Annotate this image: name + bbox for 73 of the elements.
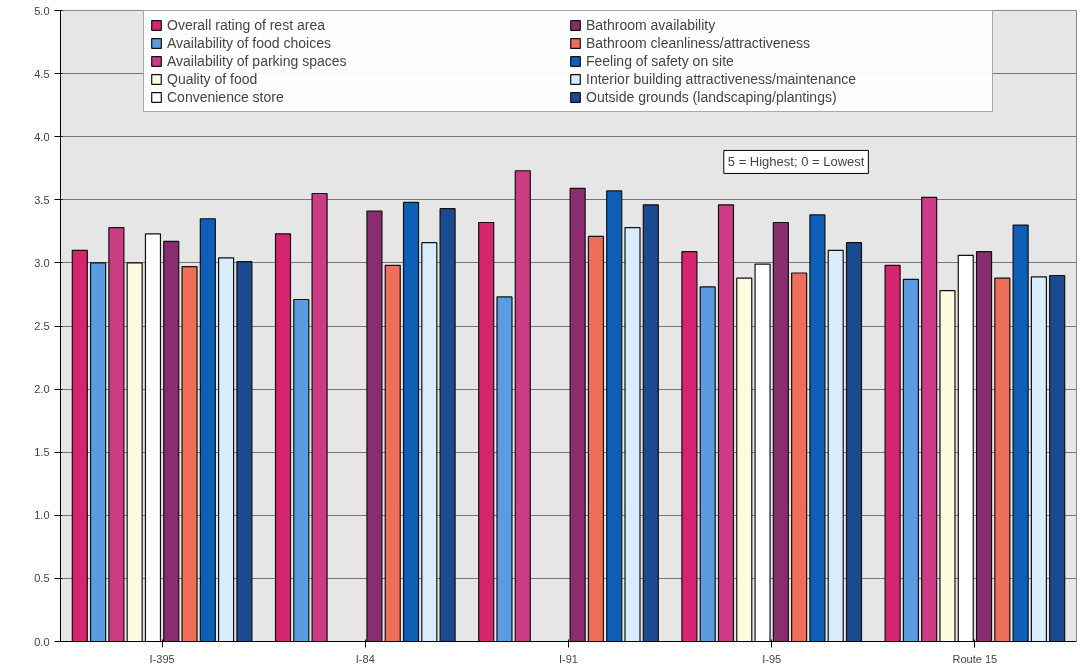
x-tick-label: Route 15: [952, 652, 998, 665]
bar: [1030, 276, 1048, 642]
bar: [606, 190, 623, 642]
bar: [199, 218, 216, 642]
bar: [884, 264, 901, 642]
legend-label: Feeling of safety on site: [586, 53, 735, 69]
bar: [642, 204, 659, 642]
bar: [366, 210, 383, 642]
legend-label: Availability of parking spaces: [167, 53, 348, 69]
bar: [717, 204, 735, 642]
annotation: 5 = Highest; 0 = Lowest: [727, 154, 865, 170]
y-tick-label: 5.0: [34, 4, 50, 17]
bar: [994, 277, 1011, 642]
bar: [478, 221, 495, 642]
bar: [902, 278, 919, 642]
legend-label: Bathroom cleanliness/attractiveness: [586, 35, 812, 51]
bar: [218, 257, 235, 642]
legend-label: Bathroom availability: [586, 17, 717, 33]
bar: [699, 286, 716, 642]
bar: [181, 266, 198, 642]
bar: [791, 272, 808, 642]
y-tick-label: 1.5: [34, 446, 50, 459]
bar: [569, 187, 586, 642]
bar: [975, 250, 993, 642]
bar: [809, 214, 826, 642]
bar: [496, 296, 513, 642]
bar: [587, 235, 605, 642]
legend-label: Quality of food: [167, 71, 259, 87]
bar: [957, 254, 974, 642]
legend-label: Outside grounds (landscaping/plantings): [586, 89, 838, 105]
y-tick-label: 3.0: [34, 256, 50, 269]
bar: [236, 261, 253, 642]
bar: [421, 242, 438, 642]
x-tick-label: I-91: [559, 652, 578, 665]
x-tick-label: I-95: [762, 652, 782, 665]
legend-label: Availability of food choices: [167, 35, 332, 51]
bar: [921, 196, 938, 642]
bar: [681, 250, 698, 642]
y-tick-label: 4.5: [34, 67, 50, 80]
bar: [402, 201, 420, 642]
legend-label: Interior building attractiveness/maintenance: [586, 71, 858, 87]
bar: [384, 264, 401, 642]
bar: [89, 262, 107, 642]
y-tick-label: 1.0: [34, 509, 50, 522]
bar: [736, 277, 753, 642]
y-tick-label: 2.5: [34, 320, 50, 332]
y-tick-label: 0.0: [34, 635, 50, 648]
y-tick-label: 0.5: [34, 572, 50, 585]
bar: [827, 249, 844, 642]
bar: [311, 192, 328, 642]
y-tick-label: 2.0: [34, 383, 50, 396]
bar: [293, 298, 310, 642]
x-tick-label: I-395: [149, 652, 175, 665]
y-tick-label: 4.0: [34, 130, 50, 143]
bar: [514, 170, 531, 642]
bar: [274, 233, 292, 642]
bar: [624, 226, 641, 642]
bar: [1049, 274, 1066, 642]
legend-label: Overall rating of rest area: [167, 17, 326, 33]
bar: [439, 208, 456, 642]
legend-label: Convenience store: [167, 89, 285, 105]
bar: [939, 290, 956, 642]
bar: [71, 249, 88, 642]
bar: [845, 242, 863, 642]
bar: [144, 233, 162, 642]
bar: [108, 226, 125, 642]
bar: [772, 221, 789, 642]
bar: [1012, 224, 1029, 642]
x-tick-label: I-84: [355, 652, 375, 665]
bar: [754, 263, 771, 642]
bar: [126, 262, 143, 642]
bar: [163, 240, 180, 642]
y-tick-label: 3.5: [34, 193, 50, 206]
